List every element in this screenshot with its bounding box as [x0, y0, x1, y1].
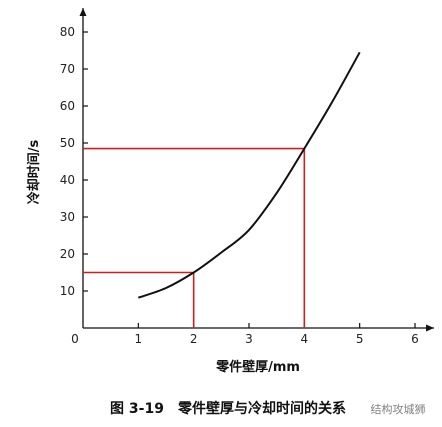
y-axis-label: 冷却时间/s [26, 140, 42, 205]
cooling-time-curve [137, 51, 361, 299]
x-tick-label-6: 6 [411, 332, 419, 346]
x-axis-arrow [426, 324, 434, 332]
x-tick-label-1: 1 [135, 332, 143, 346]
watermark: 结构攻城狮 [371, 402, 426, 416]
figure-caption: 图 3-19 零件壁厚与冷却时间的关系 [110, 400, 346, 417]
x-tick-label-2: 2 [190, 332, 198, 346]
x-axis-label: 零件壁厚/mm [215, 359, 300, 375]
x-tick-label-5: 5 [356, 332, 364, 346]
y-tick-label-50: 50 [60, 136, 75, 150]
y-tick-label-30: 30 [60, 210, 75, 224]
y-tick-label-70: 70 [60, 62, 75, 76]
y-tick-label-20: 20 [60, 247, 75, 261]
y-tick-label-80: 80 [60, 25, 75, 39]
origin-label: 0 [71, 332, 79, 346]
y-tick-label-40: 40 [60, 173, 75, 187]
y-axis-arrow [79, 8, 87, 16]
axes [79, 8, 434, 332]
y-tick-label-60: 60 [60, 99, 75, 113]
x-tick-label-4: 4 [301, 332, 309, 346]
y-tick-label-10: 10 [60, 284, 75, 298]
x-tick-label-3: 3 [245, 332, 253, 346]
